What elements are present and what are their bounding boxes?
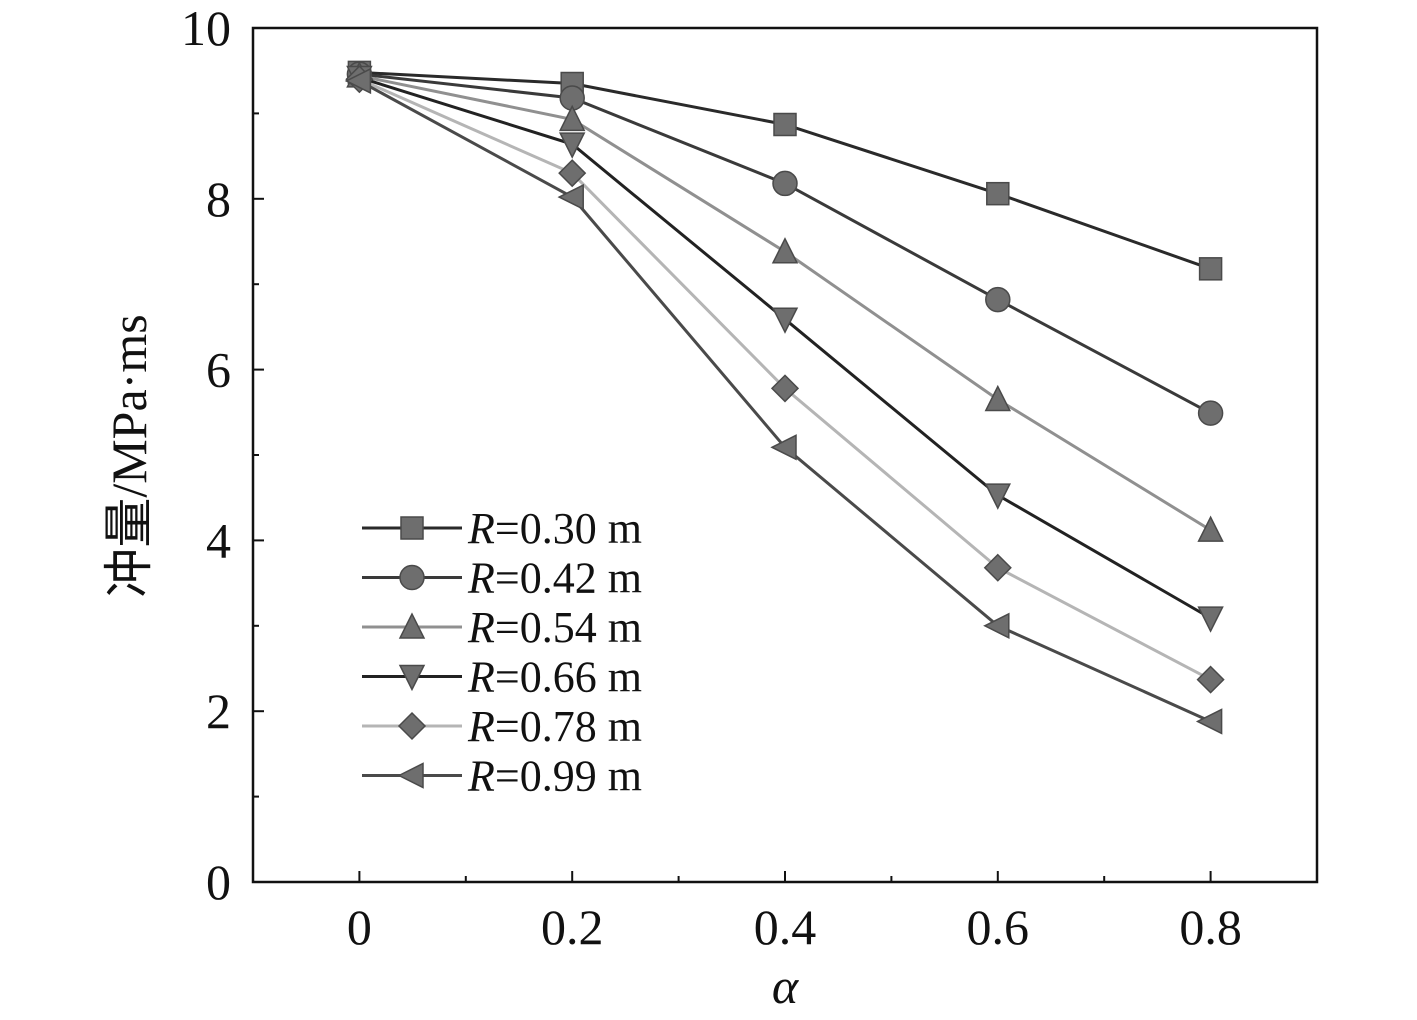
data-point: [773, 112, 797, 137]
legend-label: R=0.66 m: [467, 653, 642, 702]
legend-marker: [398, 612, 426, 639]
y-tick-label: 0: [206, 854, 231, 910]
legend-item: R=0.30 m: [362, 504, 642, 553]
legend-item: R=0.42 m: [362, 554, 642, 603]
data-point: [1197, 515, 1224, 542]
legend-label: R=0.99 m: [467, 752, 642, 801]
data-point: [770, 374, 800, 403]
data-point: [771, 307, 799, 334]
legend-item: R=0.78 m: [362, 702, 642, 751]
data-point: [983, 553, 1012, 582]
x-tick-label: 0.6: [967, 899, 1030, 955]
legend-label: R=0.42 m: [467, 554, 642, 603]
y-axis-title: 冲量/MPa·ms: [101, 314, 157, 597]
axes: 0 0.2 0.4 0.6 0.8 0 2 4 6 8 10 α 冲量/MPa·ms: [101, 0, 1319, 1014]
legend-item: R=0.54 m: [362, 603, 642, 652]
data-point: [770, 434, 797, 461]
y-tick-label: 10: [181, 0, 231, 56]
series-group: [344, 60, 1225, 735]
data-point: [1195, 708, 1223, 735]
legend: R=0.30 mR=0.42 mR=0.54 mR=0.66 mR=0.78 m…: [362, 504, 642, 801]
data-point: [1198, 257, 1223, 281]
y-tick-label: 8: [206, 171, 231, 227]
data-point: [983, 612, 1010, 640]
legend-marker: [397, 762, 424, 789]
series-line: [359, 74, 1212, 532]
data-point: [344, 67, 372, 95]
legend-item: R=0.66 m: [362, 653, 642, 702]
y-tick-label: 2: [206, 683, 231, 739]
legend-label-value: =0.42 m: [495, 554, 642, 603]
legend-marker: [397, 711, 427, 741]
legend-label: R=0.54 m: [467, 603, 642, 652]
data-point: [558, 159, 587, 188]
x-tick-label: 0: [347, 899, 372, 955]
legend-label-value: =0.78 m: [495, 702, 642, 751]
data-point: [1197, 606, 1224, 633]
legend-marker: [399, 564, 425, 591]
x-tick-label: 0.4: [754, 899, 817, 955]
legend-label-variable: R: [467, 554, 495, 603]
x-tick-label: 0.8: [1179, 899, 1242, 955]
legend-label-variable: R: [467, 653, 495, 702]
legend-marker: [398, 664, 426, 692]
legend-label: R=0.30 m: [467, 504, 642, 553]
legend-label-variable: R: [467, 603, 495, 652]
legend-item: R=0.99 m: [362, 752, 642, 801]
legend-label: R=0.78 m: [467, 702, 642, 751]
data-point: [986, 181, 1010, 206]
data-point: [1197, 400, 1224, 426]
x-axis-title: α: [772, 958, 800, 1014]
data-point: [771, 237, 799, 264]
data-point: [984, 384, 1012, 412]
data-point: [557, 183, 584, 211]
legend-label-variable: R: [467, 504, 495, 553]
series-5: [345, 65, 1225, 694]
data-point: [984, 483, 1012, 510]
legend-label-variable: R: [467, 752, 495, 801]
x-tick-label: 0.2: [541, 899, 604, 955]
legend-label-value: =0.99 m: [495, 752, 642, 801]
legend-label-variable: R: [467, 702, 495, 751]
series-6: [344, 67, 1223, 735]
data-point: [1196, 665, 1225, 694]
data-point: [558, 132, 586, 159]
data-point: [985, 286, 1011, 313]
legend-label-value: =0.66 m: [495, 653, 642, 702]
y-tick-label: 6: [206, 342, 231, 398]
data-point: [772, 170, 798, 197]
legend-label-value: =0.30 m: [495, 504, 642, 553]
legend-marker: [400, 516, 424, 540]
y-tick-label: 4: [206, 512, 231, 568]
legend-label-value: =0.54 m: [495, 603, 642, 652]
data-point: [558, 104, 586, 132]
plot-frame: [251, 26, 1319, 884]
